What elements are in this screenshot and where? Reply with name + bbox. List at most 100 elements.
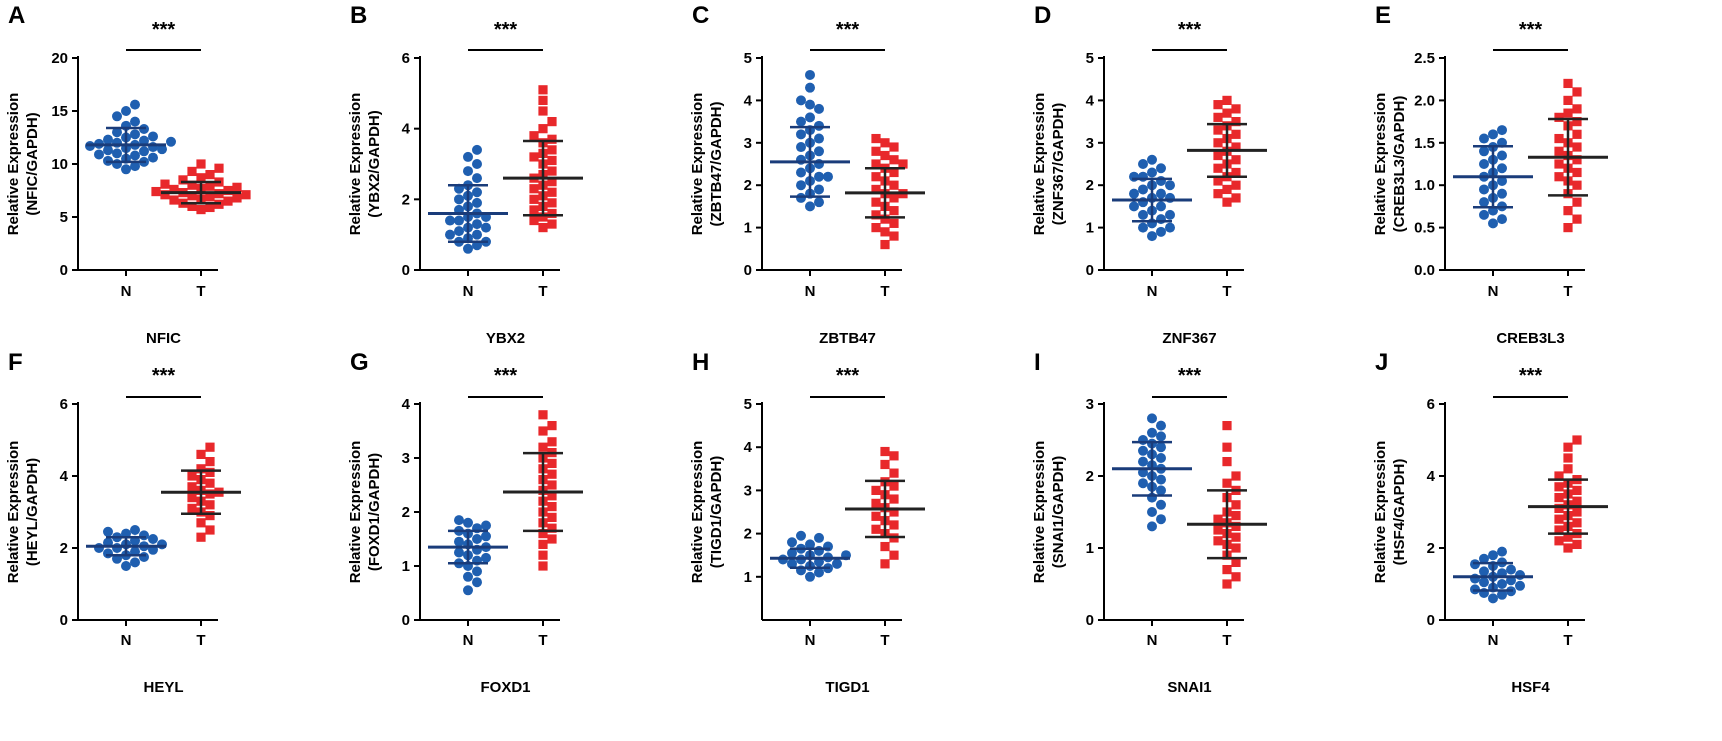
point-n [148,131,158,142]
point-t [889,550,899,560]
point-t [1222,457,1232,467]
point-t [871,223,881,233]
y-tick-label: 0 [402,612,410,629]
point-n [805,99,815,110]
y-axis-label: Relative Expression (NFIC/GAPDH) [5,93,41,236]
point-n [130,557,140,568]
y-tick-label: 4 [744,92,753,109]
point-t [241,190,251,200]
y-tick-label: 5 [744,396,752,413]
point-t [547,421,557,431]
gene-label: SNAI1 [1167,679,1211,696]
point-t [205,525,215,535]
point-t [1213,100,1223,110]
y-axis-label: Relative Expression (CREB3L3/GAPDH) [1372,93,1408,236]
significance-stars: *** [494,365,518,387]
point-t [547,145,557,155]
significance-stars: *** [1519,365,1543,387]
x-tick-label: T [1563,632,1572,649]
point-t [538,539,548,549]
point-n [121,561,131,571]
panel-letter: E [1375,2,1391,29]
gene-label: ZNF367 [1162,330,1216,347]
point-n [1156,514,1166,525]
point-t [538,561,548,571]
panel-letter: B [350,2,367,29]
point-t [547,117,557,127]
significance-stars: *** [152,365,176,387]
point-t [1563,206,1573,216]
panel-j: J Relative Expression (HSF4/GAPDH) 0 2 4 6 N T HS… [1372,349,1608,696]
point-t [529,184,539,194]
y-tick-label: 1 [1086,220,1094,237]
point-t [889,494,899,504]
y-axis-label-line2: (ZNF367/GAPDH) [1050,103,1067,226]
point-n [103,134,113,145]
point-t [871,498,881,508]
point-t [1213,525,1223,535]
point-t [1563,78,1573,89]
point-t [538,426,548,436]
panel-letter: C [692,2,709,29]
point-n [787,537,797,548]
y-tick-label: 5 [1086,50,1094,67]
gene-label: HSF4 [1511,679,1550,696]
point-n [787,558,797,569]
y-tick-label: 1 [1086,540,1094,557]
point-t [538,223,548,233]
point-n [805,571,815,582]
point-t [1231,155,1241,165]
point-t [547,469,557,479]
point-t [547,187,557,197]
y-tick-label: 4 [1086,92,1095,109]
point-n [481,222,491,233]
x-tick-label: N [805,632,816,649]
point-t [880,138,890,148]
point-t [871,197,881,207]
point-n [103,145,113,156]
x-tick-label: N [1147,632,1158,649]
panel-h: H Relative Expression (TIGD1/GAPDH) 1 2 3 4 5 N T… [689,349,925,696]
point-t [871,146,881,156]
point-n [472,187,482,198]
point-n [1138,435,1148,445]
point-n [805,539,815,550]
point-n [94,149,104,160]
point-t [547,208,557,219]
point-t [1554,159,1564,169]
point-t [187,482,197,492]
point-t [1572,539,1582,549]
point-n [454,215,464,226]
y-tick-label: 10 [51,156,68,173]
point-n [121,164,131,175]
y-tick-label: 1 [402,558,410,575]
point-t [1563,223,1573,233]
point-n [454,547,464,558]
point-n [814,146,824,157]
x-tick-label: N [805,283,816,300]
point-n [454,226,464,237]
point-t [1563,95,1573,105]
y-tick-label: 2 [744,526,752,543]
panel-letter: G [350,349,369,376]
point-t [1563,453,1573,463]
point-t [1563,464,1573,474]
point-t [232,193,242,203]
panel-e: E Relative Expression (CREB3L3/GAPDH) 0.0 0.… [1372,2,1608,347]
point-n [805,69,815,80]
point-t [1213,150,1223,161]
x-tick-label: N [1488,283,1499,300]
y-tick-label: 0 [60,612,68,629]
x-tick-label: N [121,632,132,649]
x-tick-label: T [538,283,547,300]
point-t [1554,514,1564,524]
point-n [1470,573,1480,584]
point-n [1156,420,1166,431]
y-tick-label: 2 [1086,468,1094,485]
y-tick-label: 1 [744,220,752,237]
point-n [796,180,806,191]
point-t [187,493,197,503]
point-n [1156,214,1166,225]
point-t [538,106,548,116]
point-t [880,239,890,250]
